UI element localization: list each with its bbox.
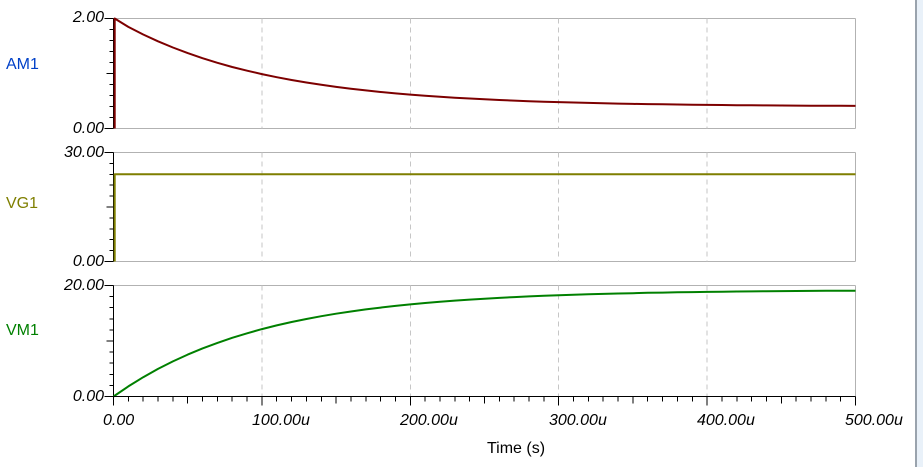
y-axis-min-label-vg1: 0.00: [72, 253, 104, 270]
y-axis-min-label-am1: 0.00: [72, 120, 104, 137]
x-tick-label-0: 0.00: [103, 412, 135, 429]
x-tick-label-3: 300.00u: [549, 412, 607, 429]
curve-label-vg1: VG1: [6, 195, 39, 212]
window-right-gutter: [917, 0, 923, 467]
x-tick-label-1: 100.00u: [252, 412, 310, 429]
curve-label-am1: AM1: [6, 56, 39, 73]
y-axis-max-label-vg1: 30.00: [63, 144, 104, 161]
window-right-border: [915, 0, 917, 467]
x-tick-label-2: 200.00u: [400, 412, 458, 429]
x-tick-label-4: 400.00u: [697, 412, 755, 429]
x-tick-label-5: 500.00u: [845, 412, 903, 429]
curve-label-vm1: VM1: [6, 322, 39, 339]
x-axis-title: Time (s): [486, 440, 546, 457]
y-axis-min-label-vm1: 0.00: [72, 388, 104, 405]
y-axis-max-label-vm1: 20.00: [63, 277, 104, 294]
y-axis-max-label-am1: 2.00: [72, 9, 104, 26]
